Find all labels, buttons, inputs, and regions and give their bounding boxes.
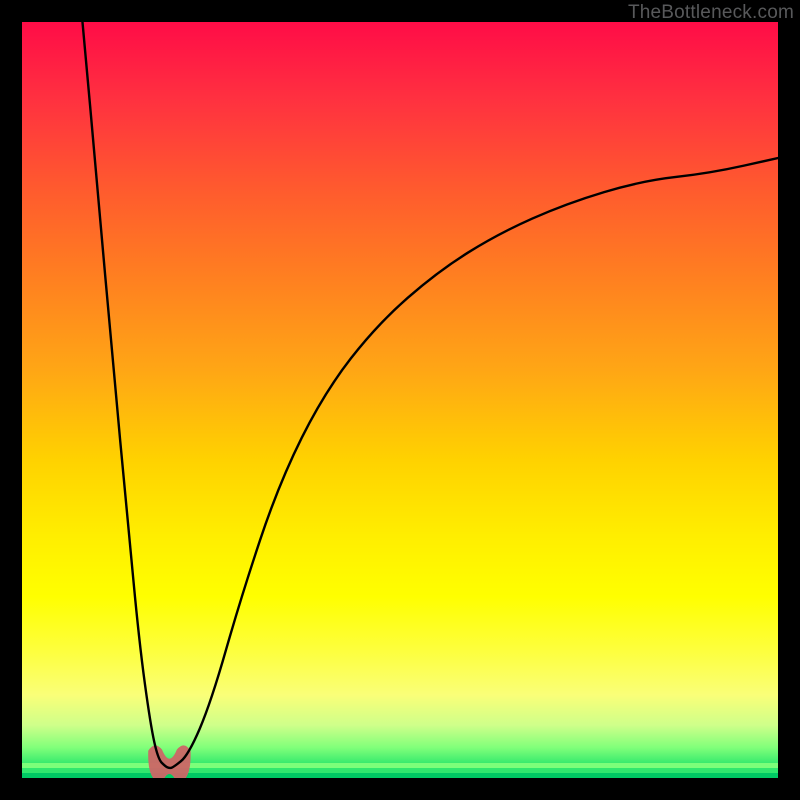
bottom-stripe-bars (22, 763, 778, 778)
chart-frame: TheBottleneck.com (0, 0, 800, 800)
chart-svg (22, 22, 778, 778)
watermark-text: TheBottleneck.com (628, 2, 794, 24)
gradient-background (22, 22, 778, 778)
plot-area (22, 22, 778, 778)
